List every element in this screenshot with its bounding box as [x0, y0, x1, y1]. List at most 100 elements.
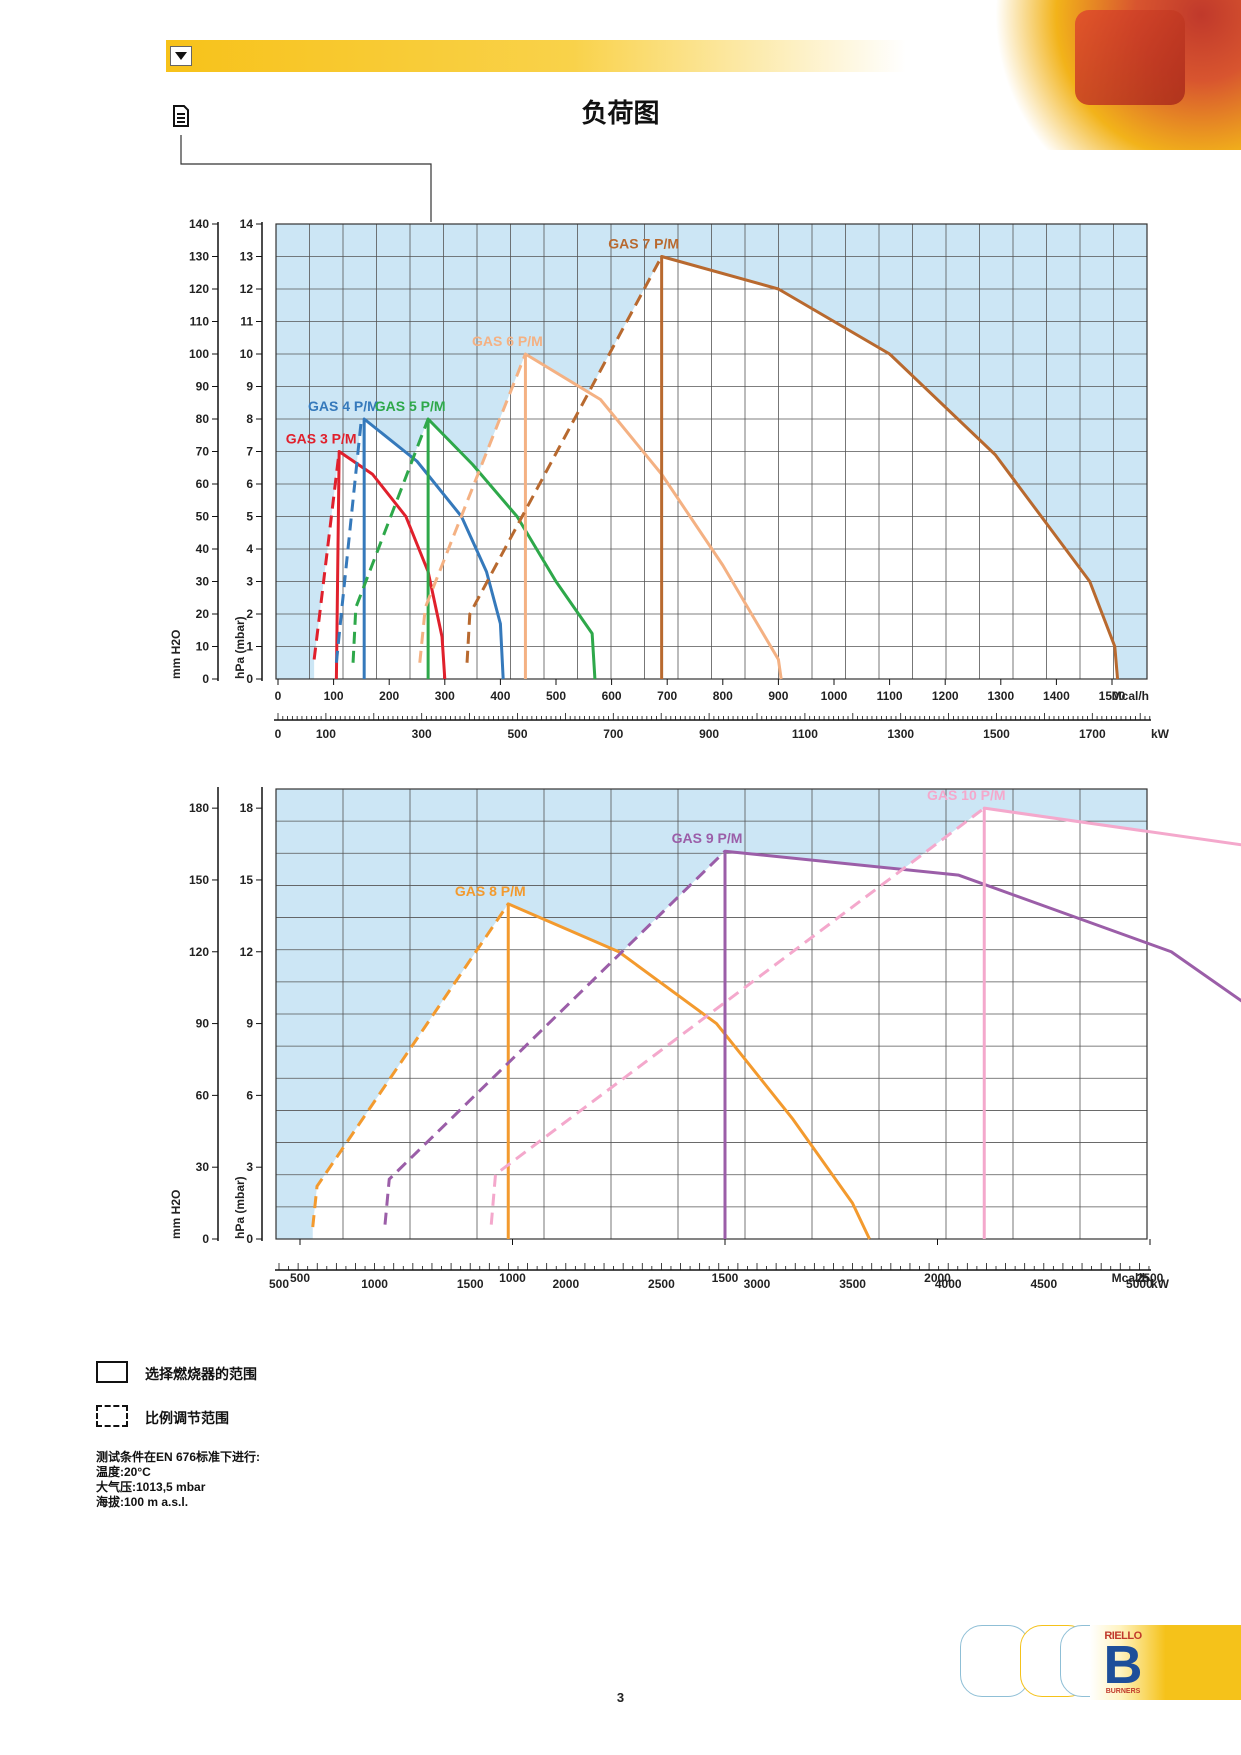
series-label: GAS 9 P/M	[672, 830, 743, 846]
condition-line: 温度:20°C	[96, 1465, 151, 1479]
x-tick-label-mcal: 1000	[499, 1271, 526, 1285]
y-tick-label-mbar: 3	[246, 575, 253, 589]
y-tick-label-mbar: 1	[246, 640, 253, 654]
series-selection-line	[506, 902, 871, 1240]
x-tick-label-mcal: 600	[602, 689, 622, 703]
y-tick-label-mbar: 10	[240, 347, 254, 361]
y-tick-label-mbar: 6	[246, 477, 253, 491]
x-tick-label-mcal: 1000	[821, 689, 848, 703]
legend-dashed-swatch	[96, 1405, 128, 1427]
y-axis-label-mbar: hPa (mbar)	[233, 1176, 247, 1239]
x-tick-label-mcal: 500	[290, 1271, 310, 1285]
x-tick-label-kw: 1300	[887, 727, 914, 741]
x-tick-label-mcal: 1300	[987, 689, 1014, 703]
x-tick-label-mcal: 300	[435, 689, 455, 703]
document-icon[interactable]	[172, 105, 190, 127]
series-label: GAS 4 P/M	[308, 398, 379, 414]
x-tick-label-mcal: 2000	[924, 1271, 951, 1285]
x-axis-unit-mcal: Mcal/h	[1112, 1271, 1149, 1285]
page-title: 负荷图	[581, 98, 660, 128]
series-label: GAS 10 P/M	[927, 787, 1006, 803]
envelope-fill	[467, 256, 1118, 679]
condition-line: 测试条件在EN 676标准下进行:	[96, 1450, 261, 1464]
y-tick-label-mm: 130	[189, 250, 209, 264]
y-tick-label-mbar: 3	[246, 1160, 253, 1174]
x-tick-label-mcal: 1500	[712, 1271, 739, 1285]
y-tick-label-mm: 0	[202, 672, 209, 686]
load-chart-2: GAS 8 P/M GAS 9 P/M GAS 10 P/M 0 0 3 30 6 60 9 90 1…	[169, 787, 1241, 1291]
x-tick-label-mcal: 1500	[1099, 689, 1126, 703]
y-tick-label-mm: 40	[196, 542, 210, 556]
y-tick-label-mbar: 4	[246, 542, 253, 556]
y-tick-label-mm: 30	[196, 1160, 210, 1174]
y-tick-label-mbar: 9	[246, 380, 253, 394]
series-regulation-line	[418, 353, 527, 663]
y-tick-label-mm: 60	[196, 477, 210, 491]
x-tick-label-kw: 3000	[744, 1277, 771, 1291]
y-tick-label-mm: 50	[196, 510, 210, 524]
logo-name-top: RIELLO	[1104, 1630, 1142, 1642]
y-tick-label-mbar: 6	[246, 1088, 253, 1102]
y-tick-label-mm: 70	[196, 445, 210, 459]
series-label: GAS 3 P/M	[286, 431, 357, 447]
y-axis-label-mm: mm H2O	[169, 630, 183, 679]
y-tick-label-mbar: 9	[246, 1017, 253, 1031]
plot-border	[275, 223, 1148, 680]
x-tick-label-mcal: 700	[657, 689, 677, 703]
riello-logo: RIELLO B BURNERS	[1098, 1630, 1148, 1698]
x-tick-label-mcal: 1400	[1043, 689, 1070, 703]
series-regulation-line	[489, 806, 986, 1225]
x-tick-label-mcal: 1100	[877, 689, 903, 703]
y-tick-label-mm: 10	[196, 640, 210, 654]
series-selection-line	[982, 806, 1241, 1239]
y-tick-label-mbar: 0	[246, 1232, 253, 1246]
condition-line: 海拔:100 m a.s.l.	[96, 1495, 189, 1509]
y-tick-label-mm: 150	[189, 873, 209, 887]
series-selection-line	[723, 849, 1241, 1239]
series-label: GAS 6 P/M	[472, 333, 543, 349]
y-tick-label-mbar: 18	[240, 801, 254, 815]
y-tick-label-mm: 30	[196, 575, 210, 589]
x-tick-label-kw: 1700	[1079, 727, 1106, 741]
x-tick-label-kw: 4500	[1030, 1277, 1057, 1291]
series-selection-line	[426, 417, 597, 680]
x-tick-label-mcal: 500	[546, 689, 566, 703]
series-regulation-line	[383, 850, 727, 1225]
x-axis-unit-mcal: Mcal/h	[1112, 689, 1149, 703]
y-tick-label-mbar: 0	[246, 672, 253, 686]
y-tick-label-mm: 90	[196, 380, 210, 394]
series-regulation-line	[311, 903, 510, 1228]
x-tick-label-kw: 1500	[983, 727, 1010, 741]
x-tick-label-kw: 1000	[361, 1277, 388, 1291]
x-tick-label-mcal: 100	[324, 689, 344, 703]
series-label: GAS 5 P/M	[375, 398, 446, 414]
y-tick-label-mm: 60	[196, 1088, 210, 1102]
x-tick-label-kw: 100	[316, 727, 336, 741]
plot-border	[275, 788, 1148, 1240]
x-tick-label-mcal: 1200	[932, 689, 959, 703]
series-regulation-line	[465, 255, 663, 663]
y-tick-label-mbar: 13	[240, 250, 254, 264]
y-tick-label-mbar: 15	[240, 873, 254, 887]
test-conditions: 测试条件在EN 676标准下进行: 温度:20°C 大气压:1013,5 mba…	[96, 1450, 260, 1510]
y-tick-label-mbar: 5	[246, 510, 253, 524]
y-tick-label-mm: 90	[196, 1017, 210, 1031]
x-tick-label-kw: 3500	[839, 1277, 866, 1291]
series-selection-line	[334, 450, 447, 680]
series-selection-line	[660, 255, 1120, 680]
burner-photo-detail	[1075, 10, 1185, 105]
series-regulation-line	[334, 418, 363, 663]
y-tick-label-mbar: 11	[240, 315, 253, 329]
legend-dashed-label: 比例调节范围	[145, 1410, 229, 1426]
x-tick-label-mcal: 800	[713, 689, 733, 703]
dropdown-arrow-button[interactable]	[170, 46, 192, 66]
y-tick-label-mm: 110	[190, 315, 210, 329]
y-tick-label-mbar: 12	[240, 945, 254, 959]
x-axis-unit-kw: kW	[1151, 727, 1170, 741]
logo-name-bottom: BURNERS	[1105, 1688, 1141, 1695]
y-tick-label-mm: 20	[196, 607, 210, 621]
logo-bar	[1090, 1625, 1241, 1700]
y-tick-label-mbar: 12	[240, 282, 254, 296]
x-tick-label-kw: 4000	[935, 1277, 962, 1291]
